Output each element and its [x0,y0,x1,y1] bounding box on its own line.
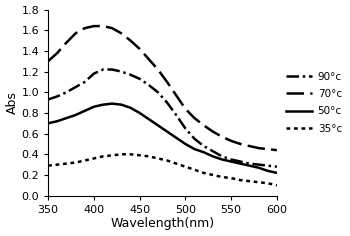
Legend: 90°c, 70°c, 50°c, 35°c: 90°c, 70°c, 50°c, 35°c [284,70,344,136]
Y-axis label: Abs: Abs [6,91,19,114]
X-axis label: Wavelength(nm): Wavelength(nm) [110,217,215,230]
